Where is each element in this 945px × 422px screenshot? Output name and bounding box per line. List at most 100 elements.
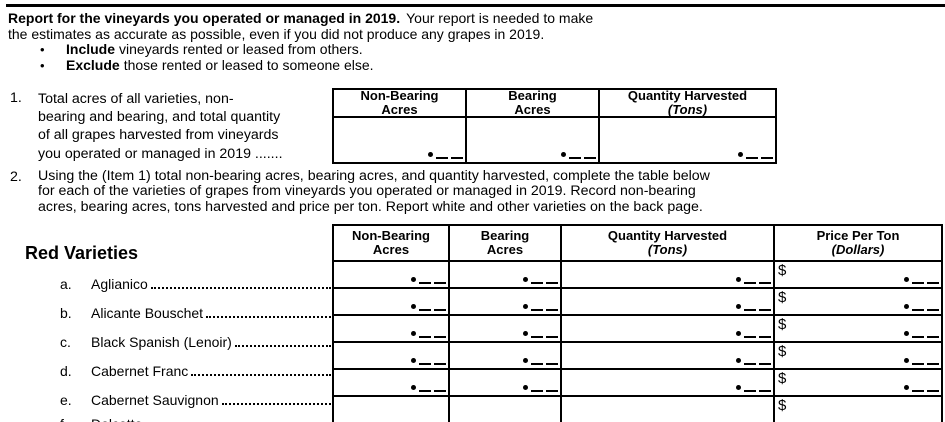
rv-header-bearing-acres: Bearing Acres: [450, 226, 562, 262]
bullet-exclude-rest: those rented or leased to someone else.: [123, 56, 374, 73]
entry-mark: [523, 358, 558, 365]
entry-underscore: [419, 363, 431, 365]
item2-line-3: acres, bearing acres, tons harvested and…: [38, 198, 703, 215]
entry-underscore: [434, 282, 446, 284]
dollar-sign: $: [778, 343, 787, 360]
entry-cell-bearing[interactable]: [450, 370, 562, 397]
entry-underscore: [434, 390, 446, 392]
entry-cell-price[interactable]: $: [775, 343, 941, 370]
entry-underscore: [569, 157, 581, 159]
decimal-point-mark: [411, 358, 416, 363]
entry-cell-price[interactable]: $: [775, 397, 941, 422]
entry-underscore: [746, 157, 758, 159]
entry-cell-bearing[interactable]: [450, 397, 562, 422]
entry-cell-quantity[interactable]: [562, 316, 775, 343]
dollar-sign: $: [778, 397, 787, 414]
intro-line-1: Report for the vineyards you operated or…: [8, 10, 594, 27]
decimal-point-mark: [411, 304, 416, 309]
variety-row-label-next-clipped: f.Dolcetto: [60, 416, 331, 422]
entry-mark: [904, 358, 939, 365]
decimal-point-mark: [523, 331, 528, 336]
intro-bullet-include: • Include vineyards rented or leased from …: [40, 41, 593, 58]
entry-mark: [523, 304, 558, 311]
entry-cell-price[interactable]: $: [775, 370, 941, 397]
decimal-point-mark: [736, 331, 741, 336]
entry-underscore: [927, 309, 939, 311]
decimal-point-mark: [738, 152, 743, 157]
entry-underscore: [744, 363, 756, 365]
entry-cell-quantity[interactable]: [562, 397, 775, 422]
decimal-point-mark: [904, 304, 909, 309]
decimal-point-mark: [523, 385, 528, 390]
dollar-sign: $: [778, 370, 787, 387]
entry-mark: [411, 358, 446, 365]
decimal-point-mark: [904, 277, 909, 282]
item2-text: Using the (Item 1) total non-bearing acr…: [38, 168, 710, 215]
entry-cell-quantity[interactable]: [562, 343, 775, 370]
entry-cell-bearing[interactable]: [450, 316, 562, 343]
entry-mark: [428, 152, 463, 159]
intro-lead-rest: Your report is needed to make: [406, 10, 594, 26]
entry-underscore: [744, 309, 756, 311]
decimal-point-mark: [411, 385, 416, 390]
variety-row-label-black-spanish: c. Black Spanish (Lenoir): [60, 334, 331, 350]
entry-cell-nonbearing[interactable]: [334, 316, 450, 343]
entry-underscore: [759, 336, 771, 338]
item1-entry-cell-quantity[interactable]: [600, 118, 775, 162]
item1-number: 1.: [10, 90, 22, 106]
decimal-point-mark: [411, 277, 416, 282]
item2-line-1: Using the (Item 1) total non-bearing acr…: [38, 168, 710, 184]
item1-entry-cell-bearing[interactable]: [467, 118, 600, 162]
dotted-leader: [234, 345, 331, 347]
entry-mark: [904, 304, 939, 311]
variety-row-label-cabernet-franc: d. Cabernet Franc: [60, 363, 331, 379]
entry-underscore: [744, 390, 756, 392]
rv-header-quantity-harvested: Quantity Harvested (Tons): [562, 226, 775, 262]
entry-cell-quantity[interactable]: [562, 289, 775, 316]
dotted-leader: [150, 287, 331, 289]
entry-cell-price[interactable]: $: [775, 316, 941, 343]
entry-underscore: [434, 309, 446, 311]
bullet-icon: •: [40, 42, 45, 57]
entry-cell-nonbearing[interactable]: [334, 343, 450, 370]
item1-line-1: Total acres of all varieties, non-: [38, 91, 234, 107]
entry-cell-nonbearing[interactable]: [334, 397, 450, 422]
entry-underscore: [434, 363, 446, 365]
rv-header-nonbearing-acres: Non-Bearing Acres: [334, 226, 450, 262]
decimal-point-mark: [523, 358, 528, 363]
intro-lead-bold: Report for the vineyards you operated or…: [8, 10, 401, 26]
entry-cell-bearing[interactable]: [450, 262, 562, 289]
entry-underscore: [546, 309, 558, 311]
entry-underscore: [419, 282, 431, 284]
entry-cell-nonbearing[interactable]: [334, 289, 450, 316]
item2-number: 2.: [10, 169, 22, 185]
entry-cell-price[interactable]: $: [775, 289, 941, 316]
entry-cell-nonbearing[interactable]: [334, 370, 450, 397]
top-divider-rule: [6, 4, 945, 7]
entry-cell-quantity[interactable]: [562, 370, 775, 397]
entry-mark: [904, 331, 939, 338]
entry-mark: [523, 277, 558, 284]
entry-cell-bearing[interactable]: [450, 343, 562, 370]
item1-header-bearing-acres: Bearing Acres: [467, 88, 600, 118]
entry-mark: [411, 304, 446, 311]
item1-line-3: of all grapes harvested from vineyards: [38, 127, 279, 144]
entry-cell-bearing[interactable]: [450, 289, 562, 316]
entry-mark: [736, 277, 771, 284]
decimal-point-mark: [736, 304, 741, 309]
entry-underscore: [546, 282, 558, 284]
bullet-include-bold: Include: [66, 41, 116, 57]
decimal-point-mark: [904, 358, 909, 363]
item1-header-nonbearing-acres: Non-Bearing Acres: [334, 88, 467, 118]
entry-cell-quantity[interactable]: [562, 262, 775, 289]
entry-mark: [523, 385, 558, 392]
entry-cell-price[interactable]: $: [775, 262, 941, 289]
dotted-leader: [221, 403, 331, 405]
entry-underscore: [744, 336, 756, 338]
entry-underscore: [451, 157, 463, 159]
item1-entry-cell-nonbearing[interactable]: [334, 118, 467, 162]
entry-mark: [411, 331, 446, 338]
entry-mark: [411, 385, 446, 392]
entry-cell-nonbearing[interactable]: [334, 262, 450, 289]
